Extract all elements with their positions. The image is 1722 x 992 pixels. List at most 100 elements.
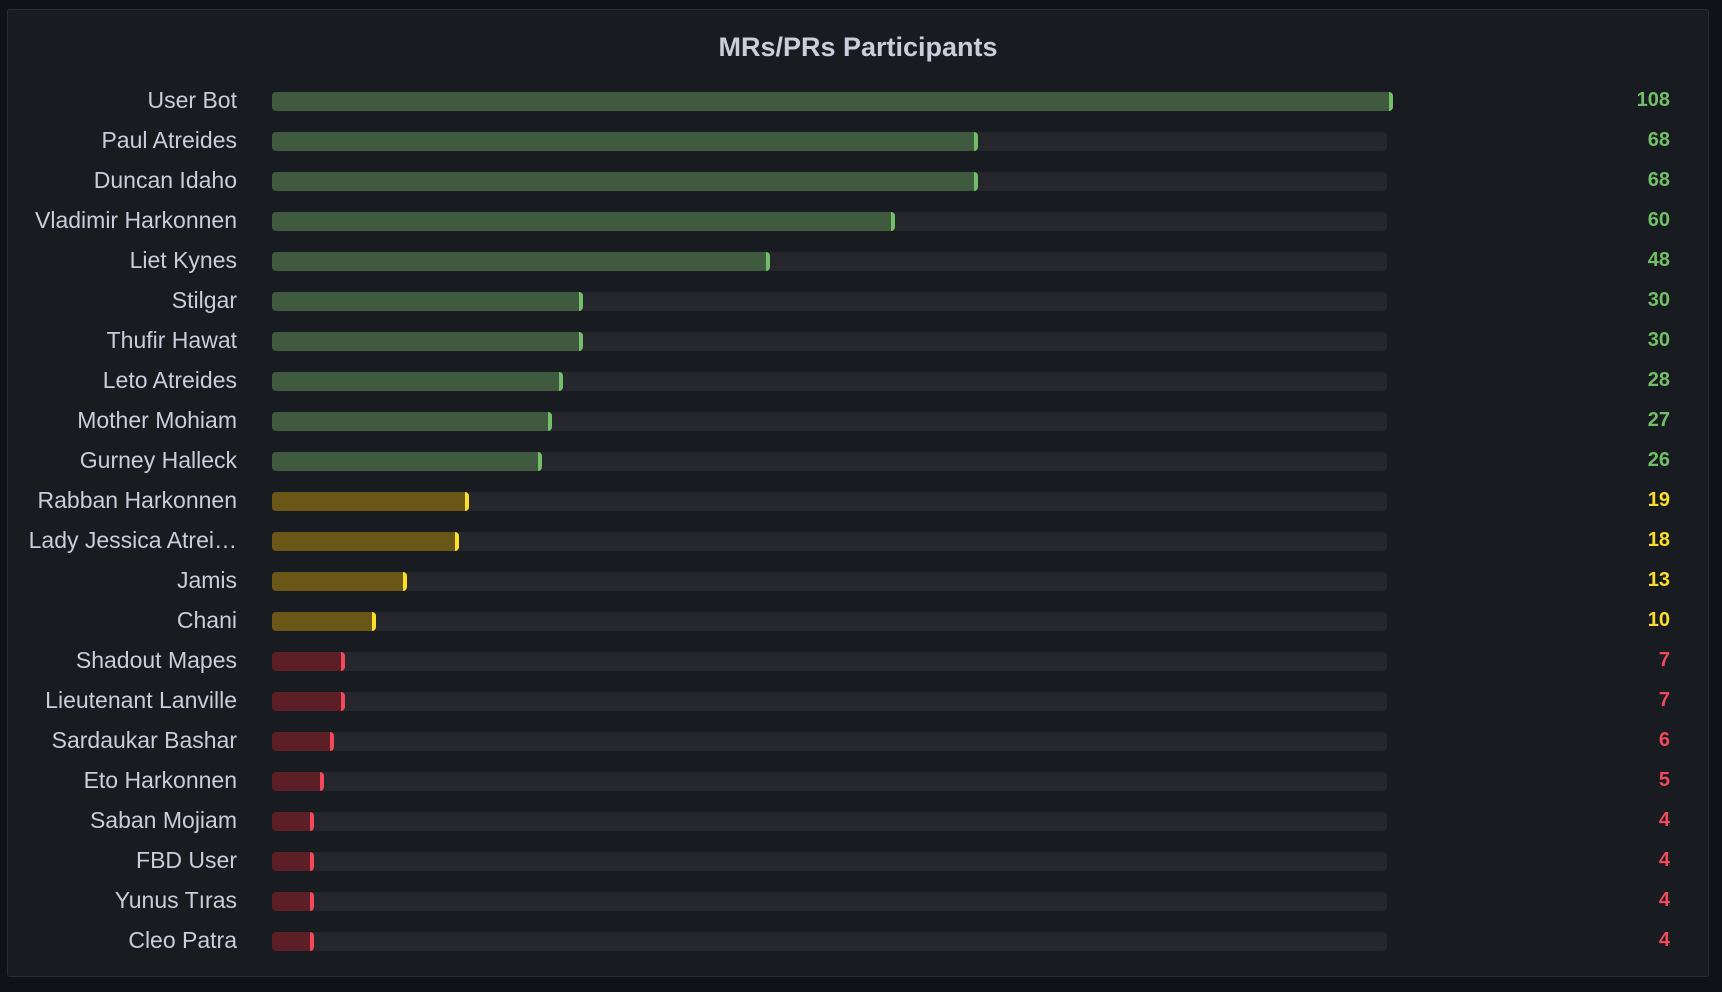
bar-row: Paul Atreides 68 [8,121,1708,161]
bar-track [272,852,1387,871]
bar-label: Chani [176,607,237,633]
bar-fill [272,492,470,511]
bar-value: 4 [1658,849,1670,871]
bar-row: Chani 10 [8,601,1708,641]
bar-fill [272,332,584,351]
bar-row: Thufir Hawat 30 [8,321,1708,361]
bar-fill [272,412,553,431]
bar-value: 68 [1647,129,1670,151]
bar-value: 48 [1647,249,1670,271]
bar-track [272,692,1387,711]
bar-row: Mother Mohiam 27 [8,401,1708,441]
bar-row: Eto Harkonnen 5 [8,761,1708,801]
bar-track [272,812,1387,831]
bar-row: Liet Kynes 48 [8,241,1708,281]
bar-value: 108 [1636,89,1670,111]
bar-row: User Bot 108 [8,81,1708,121]
bar-label: Leto Atreides [102,367,237,393]
bar-value: 18 [1647,529,1670,551]
bar-value: 68 [1647,169,1670,191]
bar-track [272,892,1387,911]
bar-row: Stilgar 30 [8,281,1708,321]
bar-label: Lady Jessica Atrei… [28,527,237,553]
bar-track [272,772,1387,791]
bar-row: Cleo Patra 4 [8,921,1708,961]
bar-value: 19 [1647,489,1670,511]
bar-track [272,532,1387,551]
bar-track [272,252,1387,271]
bar-fill [272,572,407,591]
bar-label: Gurney Halleck [79,447,237,473]
bar-fill [272,292,584,311]
bar-value: 4 [1658,889,1670,911]
bar-label: Shadout Mapes [75,647,237,673]
bar-value: 4 [1658,929,1670,951]
bar-fill [272,372,563,391]
bar-fill [272,732,335,751]
bar-fill [272,652,345,671]
bar-row: Duncan Idaho 68 [8,161,1708,201]
bar-label: Stilgar [171,287,237,313]
bar-label: Rabban Harkonnen [37,487,237,513]
bar-row: Vladimir Harkonnen 60 [8,201,1708,241]
bar-row: Jamis 13 [8,561,1708,601]
bar-row: Gurney Halleck 26 [8,441,1708,481]
bar-label: Liet Kynes [129,247,237,273]
bar-value: 28 [1647,369,1670,391]
bar-label: Vladimir Harkonnen [35,207,237,233]
bar-value: 26 [1647,449,1670,471]
bar-label: Duncan Idaho [93,167,237,193]
bar-row: Lieutenant Lanville 7 [8,681,1708,721]
bar-row: Sardaukar Bashar 6 [8,721,1708,761]
bar-fill [272,532,459,551]
bar-track [272,932,1387,951]
bar-track [272,412,1387,431]
bar-label: FBD User [136,847,237,873]
bar-fill [272,172,978,191]
bar-value: 4 [1658,809,1670,831]
bar-track [272,452,1387,471]
bar-fill [272,132,978,151]
bar-value: 5 [1658,769,1670,791]
bar-row: Yunus Tıras 4 [8,881,1708,921]
bar-fill [272,892,314,911]
bar-track [272,212,1387,231]
bar-track [272,92,1393,111]
bar-value: 60 [1647,209,1670,231]
bar-fill [272,812,314,831]
bar-value: 6 [1658,729,1670,751]
bar-label: Saban Mojiam [89,807,237,833]
bar-label: Yunus Tıras [114,887,237,913]
bar-row: Leto Atreides 28 [8,361,1708,401]
bar-track [272,132,1387,151]
bar-row: Lady Jessica Atrei… 18 [8,521,1708,561]
bar-track [272,172,1387,191]
bar-value: 13 [1647,569,1670,591]
bar-value: 7 [1658,649,1670,671]
bar-value: 7 [1658,689,1670,711]
bar-label: Eto Harkonnen [83,767,237,793]
bar-fill [272,852,314,871]
bar-value: 10 [1647,609,1670,631]
bar-value: 30 [1647,289,1670,311]
bar-track [272,732,1387,751]
bar-label: Lieutenant Lanville [45,687,237,713]
bar-row: Shadout Mapes 7 [8,641,1708,681]
bar-fill [272,212,895,231]
bar-value: 27 [1647,409,1670,431]
bar-fill [272,92,1393,111]
bar-label: Mother Mohiam [77,407,237,433]
bar-row: Rabban Harkonnen 19 [8,481,1708,521]
chart-panel: MRs/PRs Participants User Bot 108 Paul Atr… [7,9,1709,977]
bar-track [272,292,1387,311]
bar-track [272,492,1387,511]
bar-track [272,332,1387,351]
bar-track [272,612,1387,631]
bar-fill [272,772,324,791]
bar-label: Sardaukar Bashar [51,727,237,753]
bar-label: Paul Atreides [101,127,237,153]
bar-fill [272,932,314,951]
bar-fill [272,692,345,711]
bar-label: Cleo Patra [128,927,237,953]
bar-fill [272,252,771,271]
